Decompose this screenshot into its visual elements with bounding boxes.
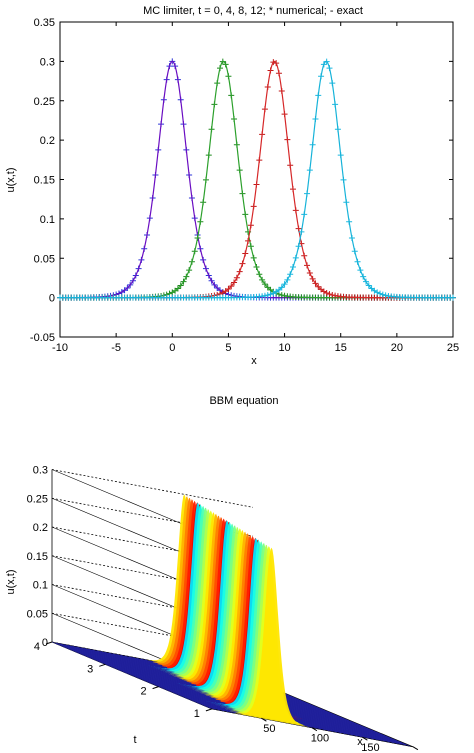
bottom-t-tick-mark: [45, 641, 53, 645]
floor-mesh-line: [51, 641, 212, 710]
floor-mesh-line: [76, 646, 237, 714]
top-y-axis-label: u(x,t): [5, 167, 17, 192]
floor-mesh-line: [88, 648, 249, 716]
floor-mesh-line: [68, 644, 229, 713]
bottom-z-tick-label: 0.2: [33, 522, 48, 534]
ridge-slice: [235, 547, 308, 727]
bottom-t-axis-label: t: [133, 734, 136, 746]
bottom-t-tick-mark: [205, 708, 213, 712]
top-y-tick-label: 0.2: [40, 135, 55, 147]
bottom-x-tick-label: 100: [311, 733, 329, 745]
floor-mesh-line: [64, 644, 225, 712]
bottom-z-tick-label: 0.05: [27, 608, 48, 620]
bottom-x-tick-mark: [261, 717, 267, 722]
floor-mesh-line: [84, 647, 245, 716]
bottom-x-tick-label: 50: [263, 723, 275, 735]
bottom-z-tick-label: 0.15: [27, 551, 48, 563]
bottom-chart: BBM equation 0 0.05 0.1 0.15 0.2 0.25 0.3 1 2 3 4 5…: [5, 395, 430, 753]
bottom-x-tick-label: 200: [412, 752, 430, 753]
top-y-tick-label: 0.35: [34, 17, 55, 29]
bottom-z-tick-label: 0: [42, 637, 48, 649]
top-x-tick-label: 15: [335, 342, 347, 354]
bottom-ticks: 0 0.05 0.1 0.15 0.2 0.25 0.3 1 2 3 4 50 100 150 200: [27, 465, 430, 753]
bottom-t-tick-mark: [152, 686, 159, 690]
bottom-z-tick-label: 0.25: [27, 493, 48, 505]
back-wall-gridline: [51, 469, 254, 508]
top-x-tick-label: 10: [278, 342, 290, 354]
bottom-x-tick-mark: [412, 746, 419, 751]
bottom-t-tick-label: 1: [194, 708, 200, 720]
top-y-tick-label: -0.05: [30, 332, 55, 344]
floor-mesh-line: [72, 645, 233, 713]
bottom-x-tick-mark: [362, 736, 368, 741]
top-y-tick-label: 0.05: [34, 253, 55, 265]
bottom-z-tick-label: 0.3: [33, 465, 48, 477]
top-chart: MC limiter, t = 0, 4, 8, 12; * numerical…: [5, 5, 459, 367]
top-x-tick-label: 20: [391, 342, 403, 354]
floor-mesh-line: [92, 649, 253, 717]
top-chart-title: MC limiter, t = 0, 4, 8, 12; * numerical…: [143, 5, 363, 17]
bottom-chart-title: BBM equation: [209, 395, 278, 407]
top-x-tick-label: 5: [225, 342, 231, 354]
surface-ridges: [147, 494, 308, 727]
bottom-t-tick-label: 3: [87, 663, 93, 675]
top-x-tick-label: -10: [52, 342, 68, 354]
top-series-t12: [57, 58, 456, 301]
floor-mesh-line: [80, 647, 241, 715]
top-x-tick-label: 25: [447, 342, 459, 354]
top-y-tick-label: 0.3: [40, 56, 55, 68]
bottom-x-axis-label: x: [357, 736, 363, 748]
top-y-tick-label: 0: [49, 293, 55, 305]
floor-mesh-line: [55, 642, 217, 710]
bottom-t-tick-label: 4: [34, 641, 40, 653]
bottom-z-tick-label: 0.1: [33, 580, 48, 592]
surface-ridge-t1: [206, 538, 308, 727]
top-x-axis-label: x: [251, 355, 257, 367]
bottom-x-tick-label: 150: [361, 742, 379, 753]
top-x-tick-label: -5: [111, 342, 121, 354]
bottom-x-tick-mark: [311, 727, 318, 732]
top-x-tick-label: 0: [169, 342, 175, 354]
bottom-t-tick-label: 2: [140, 686, 146, 698]
top-series-group: [57, 58, 456, 301]
bottom-z-axis-label: u(x,t): [5, 569, 17, 594]
bottom-t-tick-mark: [99, 663, 106, 667]
top-ticks: -10 -5 0 5 10 15 20 25 -0.05 0 0.05 0.1 0.15 0.2 0.25 0…: [30, 17, 459, 354]
top-y-tick-label: 0.15: [34, 175, 55, 187]
floor-mesh-line: [59, 643, 221, 711]
top-y-tick-label: 0.25: [34, 96, 55, 108]
top-y-tick-label: 0.1: [40, 214, 55, 226]
top-series-line: [60, 60, 453, 299]
